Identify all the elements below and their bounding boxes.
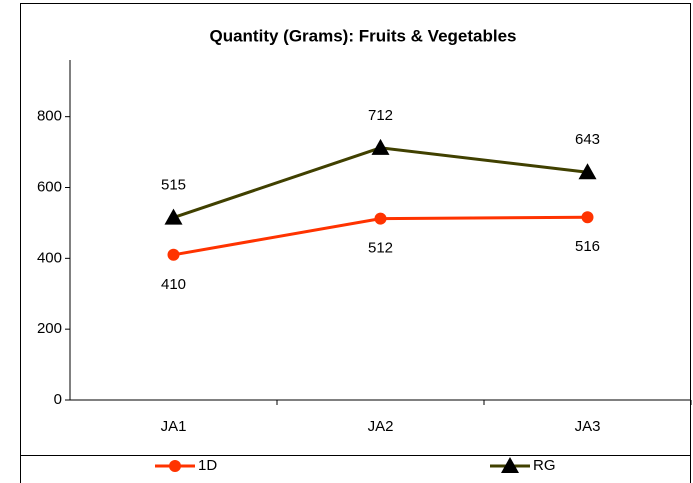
legend-label: 1D bbox=[198, 457, 217, 474]
data-point bbox=[581, 211, 594, 224]
data-point bbox=[374, 212, 387, 225]
legend-marker bbox=[501, 457, 519, 473]
chart-frame bbox=[20, 3, 691, 483]
x-tick-label: JA2 bbox=[368, 418, 394, 435]
data-label: 410 bbox=[161, 276, 186, 293]
legend-label: RG bbox=[533, 457, 556, 474]
legend-box bbox=[20, 455, 691, 483]
chart-title: Quantity (Grams): Fruits & Vegetables bbox=[209, 26, 516, 45]
data-label: 712 bbox=[368, 107, 393, 124]
y-tick-label: 200 bbox=[37, 320, 62, 337]
data-point bbox=[164, 208, 183, 225]
data-point bbox=[578, 163, 597, 180]
data-label: 512 bbox=[368, 240, 393, 257]
legend-marker bbox=[169, 460, 181, 472]
data-point bbox=[371, 138, 390, 155]
y-tick-label: 800 bbox=[37, 108, 62, 125]
y-tick-label: 0 bbox=[54, 391, 62, 408]
y-tick-label: 600 bbox=[37, 178, 62, 195]
data-label: 643 bbox=[575, 131, 600, 148]
x-tick-label: JA3 bbox=[575, 418, 601, 435]
data-point bbox=[167, 248, 180, 261]
data-label: 515 bbox=[161, 177, 186, 194]
data-label: 516 bbox=[575, 238, 600, 255]
x-tick-label: JA1 bbox=[161, 418, 187, 435]
y-tick-label: 400 bbox=[37, 249, 62, 266]
